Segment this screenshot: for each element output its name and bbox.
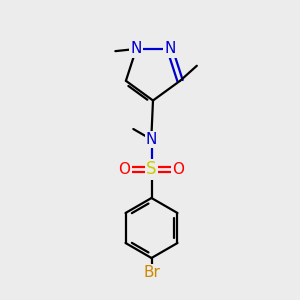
Text: N: N	[146, 132, 157, 147]
Text: O: O	[172, 162, 184, 177]
Text: S: S	[146, 160, 157, 178]
Text: Br: Br	[143, 265, 160, 280]
Text: N: N	[130, 41, 142, 56]
Text: N: N	[164, 41, 176, 56]
Text: O: O	[118, 162, 130, 177]
